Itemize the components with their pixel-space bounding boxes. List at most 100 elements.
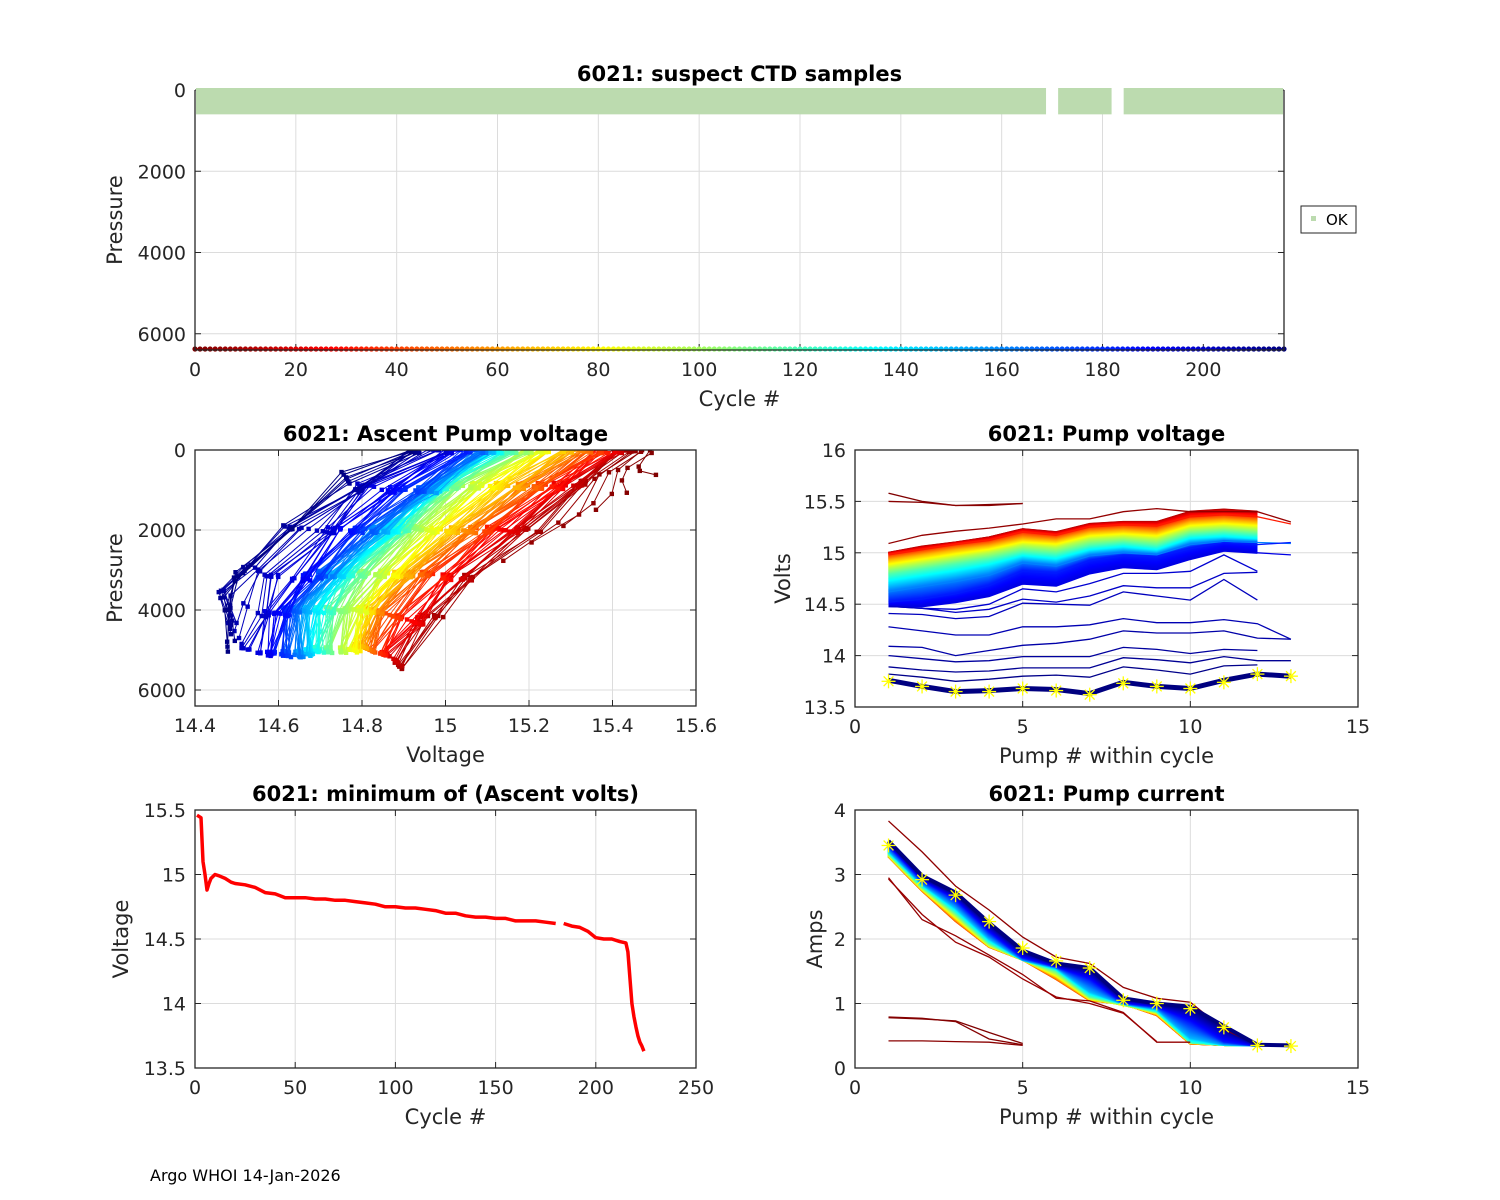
cycle-marker (1276, 346, 1282, 352)
profile-point (471, 482, 477, 487)
asterisk-marker (1216, 1020, 1231, 1035)
cycle-marker (953, 346, 959, 352)
profile-point (241, 564, 246, 570)
profile-point (427, 528, 433, 533)
profile-point (378, 570, 383, 575)
x-tick-label: 5 (1017, 1077, 1029, 1099)
x-tick-label: 15.6 (675, 715, 717, 737)
profile-point (408, 574, 413, 580)
profile-point (325, 609, 331, 614)
profile-point (263, 614, 269, 620)
asterisk-marker (881, 838, 896, 853)
profile-point (226, 607, 231, 612)
profile-point (392, 490, 397, 495)
profile-point (361, 608, 366, 613)
profile-point (364, 610, 370, 615)
cycle-marker (646, 346, 652, 352)
x-tick-label: 0 (189, 1077, 201, 1099)
profile-point (448, 577, 454, 583)
cycle-marker (983, 346, 990, 352)
profile-point (262, 572, 267, 577)
profile-point (232, 628, 237, 634)
profile-point (380, 611, 385, 617)
tick-labels: 0 5 10 15 0 1 2 3 4 (834, 800, 1370, 1099)
cycle-marker (489, 346, 496, 352)
profile-point (566, 450, 572, 453)
profile-point (636, 464, 641, 469)
cycle-marker (746, 346, 753, 352)
profile-point (409, 619, 414, 624)
profile-point (414, 526, 419, 532)
cycle-marker (404, 346, 410, 352)
cycle-marker (716, 346, 722, 352)
cycle-marker (736, 346, 743, 352)
cycle-marker (1155, 346, 1161, 352)
profile-point (435, 529, 440, 535)
profile-point (315, 575, 321, 580)
legend: OK (1300, 205, 1357, 234)
profile-point (264, 574, 270, 579)
profile-point (438, 527, 444, 532)
profile-point (539, 450, 544, 455)
cycle-marker (444, 346, 450, 352)
profile-point (358, 648, 363, 654)
profile-point (458, 450, 463, 453)
profile-point (300, 578, 305, 584)
cycle-marker (383, 346, 390, 352)
cycle-marker (1185, 346, 1191, 352)
profile-point (425, 488, 430, 493)
profile-point (391, 573, 396, 578)
x-tick-label: 10 (1178, 716, 1202, 738)
x-tick-label: 20 (284, 359, 308, 381)
cycle-marker (1256, 346, 1262, 352)
profile-point (515, 481, 521, 487)
profile-point (282, 613, 288, 618)
x-axis-label: Cycle # (405, 1105, 487, 1129)
profile-line (266, 450, 451, 653)
profile-point (576, 512, 582, 517)
profile-line (282, 450, 470, 652)
cycle-marker (409, 346, 415, 352)
profile-point (293, 609, 299, 614)
cycle-marker (625, 346, 632, 352)
profile-point (227, 626, 233, 632)
profile-point (575, 450, 580, 452)
asterisk-stroke (1050, 685, 1062, 696)
voltage-series-line (888, 507, 1292, 545)
profile-point (430, 530, 435, 535)
profile-point (228, 631, 234, 637)
profile-point (396, 530, 401, 535)
cycle-marker (852, 346, 859, 352)
x-tick-label: 50 (283, 1077, 307, 1099)
voltage-series-line (888, 514, 1292, 556)
profile-point (496, 485, 501, 491)
asterisk-stroke (1184, 683, 1196, 694)
profile-point (467, 577, 472, 583)
cycle-marker (1104, 346, 1111, 352)
profile-point (266, 613, 271, 618)
profile-point (338, 650, 344, 655)
profile-point (362, 574, 367, 580)
cycle-marker (595, 346, 601, 352)
cycle-marker (1225, 346, 1232, 352)
profile-point (359, 574, 365, 579)
profile-point (290, 608, 296, 613)
profile-point (417, 450, 422, 456)
asterisk-stroke (1084, 962, 1096, 974)
profile-point (422, 489, 427, 494)
profile-point (622, 450, 628, 453)
profile-point (487, 483, 493, 489)
profile-point (390, 526, 396, 532)
profile-point (402, 526, 407, 531)
profile-point (474, 450, 479, 453)
cycle-marker (812, 346, 818, 352)
x-tick-label: 0 (849, 1077, 861, 1099)
cycle-marker (1135, 346, 1141, 352)
profile-point (314, 649, 319, 654)
asterisk-stroke (1084, 689, 1096, 701)
profile-point (638, 450, 644, 454)
cycle-marker (394, 346, 400, 352)
profile-point (534, 529, 539, 535)
profile-point (278, 611, 283, 616)
profile-point (289, 526, 295, 531)
